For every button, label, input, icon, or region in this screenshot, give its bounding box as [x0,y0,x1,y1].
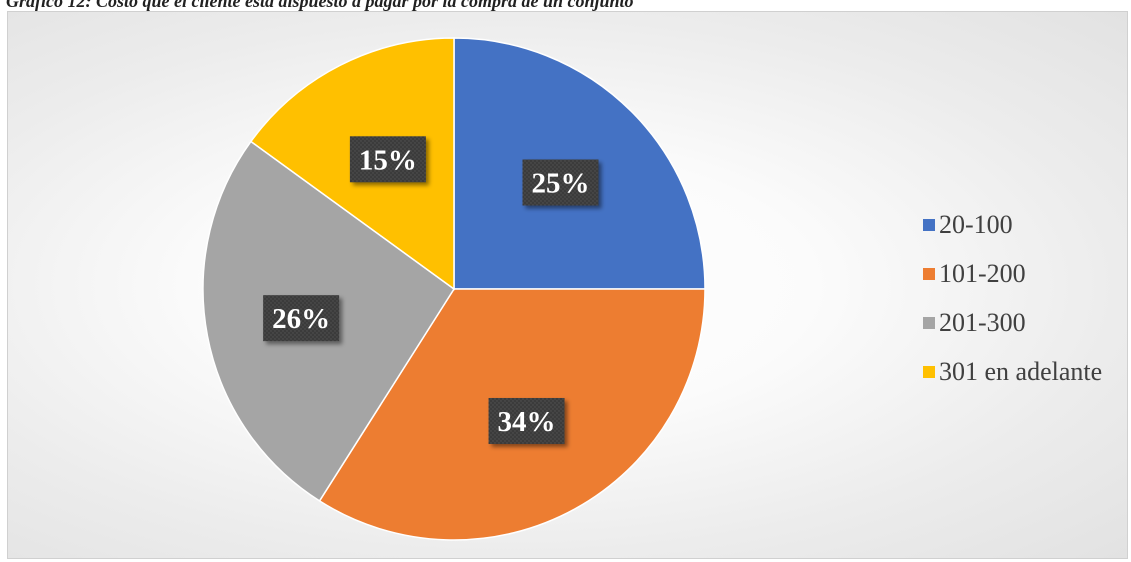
data-label-text-301-en-adelante: 15% [359,144,417,176]
data-label-text-20-100: 25% [531,168,589,200]
legend-item-20-100: 20-100 [923,200,1102,249]
legend-swatch-201-300 [923,316,935,329]
legend-label-201-300: 201-300 [939,307,1026,337]
data-label-101-200: 34% [488,397,565,444]
data-label-201-300: 26% [263,295,340,342]
data-label-20-100: 25% [522,159,599,206]
legend-label-301-en-adelante: 301 en adelante [939,356,1103,386]
data-label-text-101-200: 34% [498,406,556,438]
legend-swatch-101-200 [923,267,935,280]
pie-chart: 25% 34% 26% 15% [202,37,706,541]
legend-item-201-300: 201-300 [923,298,1102,347]
legend-swatch-20-100 [923,218,935,231]
legend-item-301-en-adelante: 301 en adelante [923,347,1102,396]
legend-swatch-301-en-adelante [923,365,935,378]
data-label-text-201-300: 26% [272,303,330,335]
legend-label-101-200: 101-200 [939,258,1026,288]
legend-label-20-100: 20-100 [939,209,1013,239]
legend-item-101-200: 101-200 [923,249,1102,298]
data-label-301-en-adelante: 15% [349,136,426,183]
legend: 20-100 101-200 201-300 301 en adelante [923,200,1102,396]
figure-caption: Gráfico 12: Costo que el cliente está di… [6,0,634,11]
chart-area: 25% 34% 26% 15% 20-100 101-200 201-300 301 en … [7,11,1128,559]
